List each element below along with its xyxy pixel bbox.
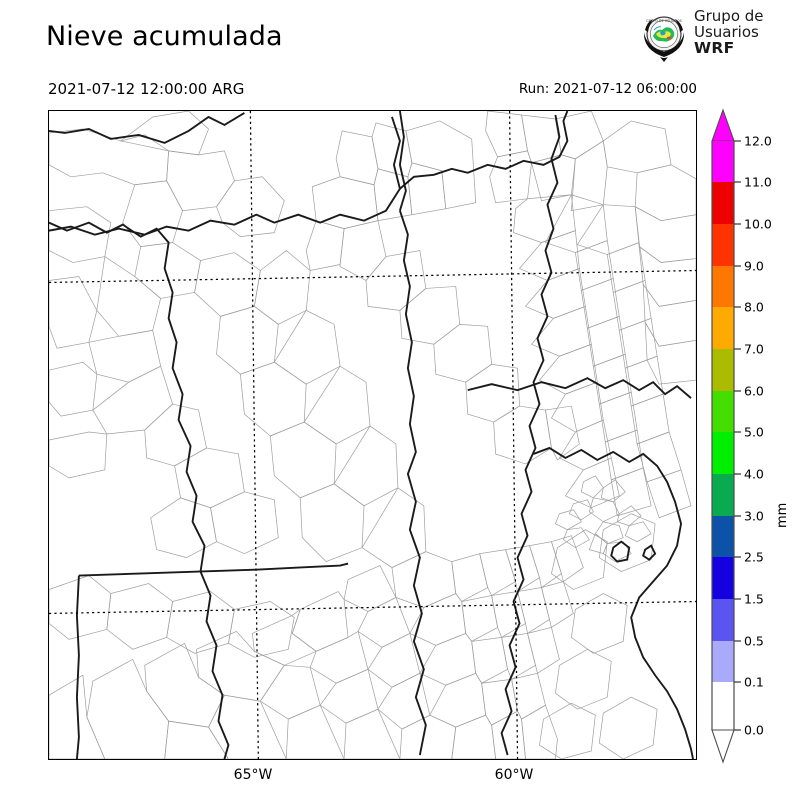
colorbar-over-arrow xyxy=(711,108,735,142)
colorbar-label-6-0: 6.0 xyxy=(744,383,764,399)
gridline-lat-30 xyxy=(49,269,696,284)
run-time-label: Run: 2021-07-12 06:00:00 xyxy=(518,81,697,97)
gridline-lon-65 xyxy=(249,111,259,759)
colorbar-label-9-0: 9.0 xyxy=(744,258,764,274)
colorbar-label-11-0: 11.0 xyxy=(744,174,772,190)
colorbar-label-0-1: 0.1 xyxy=(744,674,764,690)
colorbar-label-0-0: 0.0 xyxy=(744,722,764,738)
colorbar-label-12-0: 12.0 xyxy=(744,133,772,149)
logo-text: Grupo de Usuarios WRF xyxy=(694,8,798,56)
logo: GRUPO DE USUARIOS Grupo de Usuarios WRF xyxy=(636,8,798,70)
gridline-lat-35 xyxy=(49,600,696,615)
graticule-gridlines xyxy=(49,111,696,759)
map-vector-layer xyxy=(49,111,696,759)
colorbar-bands xyxy=(712,141,734,730)
colorbar-label-5-0: 5.0 xyxy=(744,424,764,440)
colorbar-label-1-5: 1.5 xyxy=(744,591,764,607)
colorbar-under-arrow xyxy=(711,729,735,764)
department-borders xyxy=(49,111,696,759)
gridline-lon-60 xyxy=(508,111,519,759)
logo-line-3: WRF xyxy=(694,39,735,57)
logo-line-1: Grupo de xyxy=(694,7,764,25)
province-borders xyxy=(49,111,694,759)
colorbar-label-8-0: 8.0 xyxy=(744,299,764,315)
map-canvas[interactable] xyxy=(48,110,697,760)
colorbar-label-7-0: 7.0 xyxy=(744,341,764,357)
logo-line-2: Usuarios xyxy=(694,23,759,41)
globe-emblem-icon: GRUPO DE USUARIOS xyxy=(643,16,685,62)
colorbar-label-2-5: 2.5 xyxy=(744,549,764,565)
colorbar-label-10-0: 10.0 xyxy=(744,216,772,232)
colorbar-label-3-0: 3.0 xyxy=(744,508,764,524)
colorbar-ticks xyxy=(734,140,741,731)
colorbar-graphic xyxy=(711,108,741,764)
colorbar-label-4-0: 4.0 xyxy=(744,466,764,482)
page-title: Nieve acumulada xyxy=(46,21,283,52)
valid-time-label: 2021-07-12 12:00:00 ARG xyxy=(48,80,245,98)
colorbar[interactable]: 12.0 11.0 10.0 9.0 8.0 7.0 6.0 5.0 4.0 3… xyxy=(705,104,800,768)
svg-text:GRUPO DE USUARIOS: GRUPO DE USUARIOS xyxy=(646,19,682,23)
axis-x-tick-1: 60°W xyxy=(494,767,534,783)
colorbar-label-0-5: 0.5 xyxy=(744,633,764,649)
colorbar-unit-label: mm xyxy=(775,502,790,528)
axis-x-tick-0: 65°W xyxy=(233,767,273,783)
